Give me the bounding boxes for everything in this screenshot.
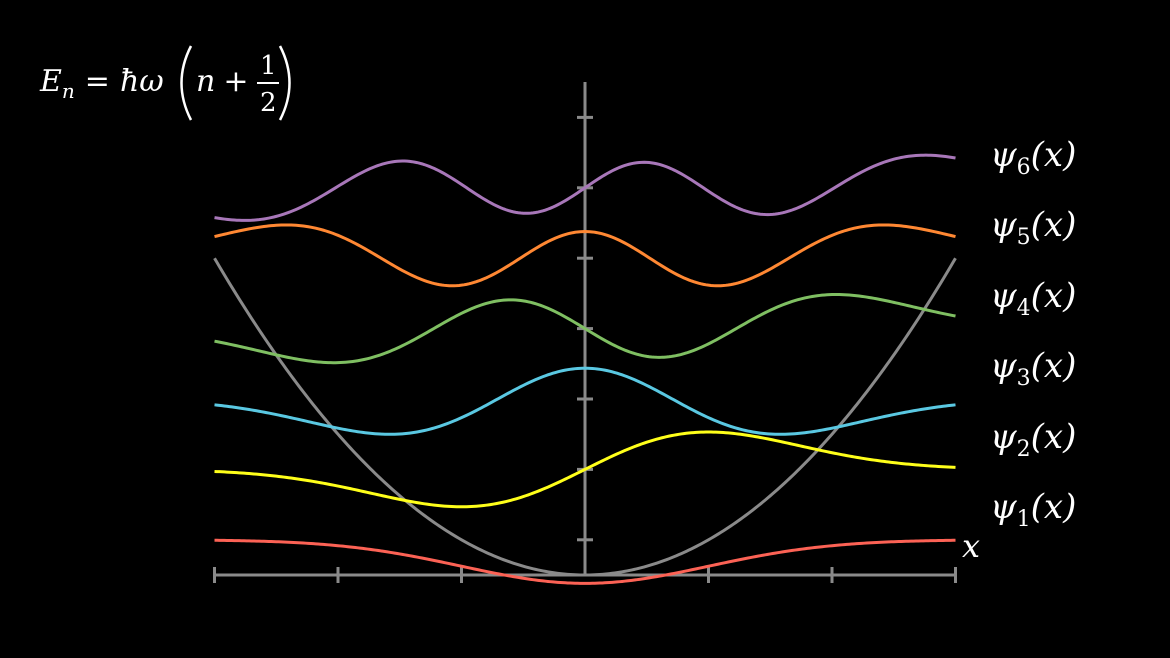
- wavefunction-label-psi-4: ψ4(x): [990, 276, 1076, 321]
- wavefunction-curve-psi-1: [214, 538, 956, 585]
- x-axis-label: x: [962, 527, 980, 565]
- x-axis: x: [213, 527, 980, 583]
- wavefunction-curve-psi-4: [214, 292, 956, 365]
- formula-denominator: 2: [260, 88, 277, 118]
- formula-omega: ω: [139, 64, 163, 99]
- svg-text:n+: n +: [196, 64, 248, 99]
- formula-right-paren: [278, 45, 291, 121]
- wavefunction-label-psi-1: ψ1(x): [990, 487, 1076, 532]
- wavefunction-curve-psi-2: [214, 430, 956, 509]
- wavefunction-label-psi-5: ψ5(x): [990, 205, 1076, 250]
- wavefunction-label-psi-2: ψ2(x): [990, 417, 1076, 462]
- x-axis-ticks: [213, 567, 957, 583]
- wavefunction-labels: ψ6(x) ψ5(x) ψ4(x) ψ3(x) ψ2(x) ψ1(x): [990, 135, 1076, 532]
- formula-energy-subscript: n: [62, 79, 75, 103]
- svg-text:En=ħω: En = ħω: [39, 64, 164, 103]
- wavefunction-curves: [214, 153, 956, 585]
- formula-plus: +: [223, 64, 248, 99]
- wavefunction-curve-psi-3: [214, 366, 956, 436]
- formula-left-paren: [180, 45, 193, 121]
- wavefunction-label-psi-6: ψ6(x): [990, 135, 1076, 180]
- wavefunction-curve-psi-5: [214, 223, 956, 288]
- formula-numerator: 1: [260, 51, 277, 81]
- wavefunction-curve-psi-6: [214, 153, 956, 222]
- formula-hbar: ħ: [120, 64, 139, 99]
- energy-formula: En = ħω n + 1 2: [39, 45, 291, 121]
- formula-n: n: [196, 64, 215, 99]
- formula-energy-symbol: E: [39, 64, 62, 99]
- formula-equals: =: [85, 64, 110, 99]
- wavefunction-label-psi-3: ψ3(x): [990, 346, 1076, 391]
